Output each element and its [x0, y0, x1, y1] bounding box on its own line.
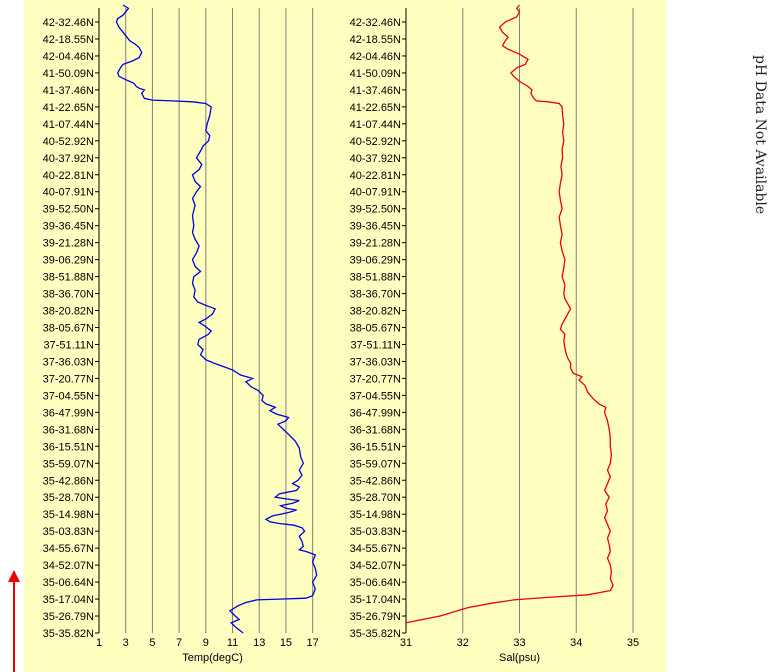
- temp-x-tick-label: 15: [280, 637, 292, 649]
- sal-x-tick-label: 31: [400, 637, 412, 649]
- temp-y-tick-label: 35-14.98N: [43, 509, 94, 521]
- sal-y-tick-label: 42-18.55N: [350, 34, 401, 46]
- temp-y-tick-label: 42-18.55N: [43, 34, 94, 46]
- temp-y-tick-label: 37-36.03N: [43, 356, 94, 368]
- temp-y-tick-label: 35-59.07N: [43, 458, 94, 470]
- temp-series-line: [115, 4, 318, 634]
- temp-y-tick-label: 41-37.46N: [43, 85, 94, 97]
- temp-y-tick-label: 35-35.82N: [43, 628, 94, 640]
- temp-y-tick-label: 39-36.45N: [43, 221, 94, 233]
- sal-y-tick-label: 35-14.98N: [350, 509, 401, 521]
- temp-x-tick-label: 5: [149, 637, 155, 649]
- temp-y-tick-label: 38-51.88N: [43, 272, 94, 284]
- sal-y-tick-label: 39-52.50N: [350, 204, 401, 216]
- temp-y-tick-label: 36-47.99N: [43, 407, 94, 419]
- sal-y-tick-label: 36-15.51N: [350, 441, 401, 453]
- up-arrow-icon: [8, 570, 20, 672]
- temp-y-tick-label: 36-15.51N: [43, 441, 94, 453]
- sal-y-tick-label: 37-51.11N: [350, 339, 401, 351]
- sal-y-tick-label: 42-04.46N: [350, 51, 401, 63]
- sal-x-axis-title: Sal(psu): [499, 652, 540, 664]
- temp-x-tick-label: 11: [227, 637, 238, 649]
- temp-y-tick-label: 40-07.91N: [43, 187, 94, 199]
- sal-y-tick-label: 34-52.07N: [350, 560, 401, 572]
- temp-y-tick-label: 35-28.70N: [43, 492, 94, 504]
- temp-y-tick-label: 42-32.46N: [43, 17, 94, 29]
- sal-y-tick-label: 35-28.70N: [350, 492, 401, 504]
- temp-x-tick-label: 7: [176, 637, 182, 649]
- temp-y-tick-label: 41-50.09N: [43, 68, 94, 80]
- temp-y-tick-label: 36-31.68N: [43, 424, 94, 436]
- sal-y-tick-label: 35-17.04N: [350, 594, 401, 606]
- temp-x-axis-title: Temp(degC): [182, 652, 243, 664]
- sal-y-tick-label: 40-37.92N: [350, 153, 401, 165]
- sal-y-tick-label: 41-22.65N: [350, 102, 401, 114]
- sal-y-tick-label: 38-36.70N: [350, 289, 401, 301]
- temp-y-tick-label: 34-55.67N: [43, 543, 94, 555]
- temp-y-tick-label: 37-20.77N: [43, 373, 94, 385]
- sal-x-tick-label: 35: [627, 637, 639, 649]
- temp-x-tick-label: 17: [307, 637, 319, 649]
- sal-y-tick-label: 35-03.83N: [350, 526, 401, 538]
- sal-y-tick-label: 37-04.55N: [350, 390, 401, 402]
- temp-x-tick-label: 13: [253, 637, 265, 649]
- temp-y-tick-label: 40-37.92N: [43, 153, 94, 165]
- sal-y-tick-label: 39-21.28N: [350, 238, 401, 250]
- sal-y-tick-label: 35-59.07N: [350, 458, 401, 470]
- sal-background: [331, 0, 666, 672]
- temp-y-tick-label: 35-42.86N: [43, 475, 94, 487]
- temp-x-tick-label: 3: [123, 637, 129, 649]
- temp-y-tick-label: 35-03.83N: [43, 526, 94, 538]
- temp-x-tick-label: 1: [96, 637, 102, 649]
- temp-y-tick-label: 41-07.44N: [43, 119, 94, 131]
- sal-y-tick-label: 40-07.91N: [350, 187, 401, 199]
- sal-y-tick-label: 35-06.64N: [350, 577, 401, 589]
- temperature-chart: 1 3 5 7 9 11 13 15 1742-32.46N42-18.55N42-04.46N…: [24, 0, 359, 672]
- temp-y-tick-label: 41-22.65N: [43, 102, 94, 114]
- sal-y-tick-label: 41-37.46N: [350, 85, 401, 97]
- sal-y-tick-label: 40-52.92N: [350, 136, 401, 148]
- sal-series-line: [405, 4, 614, 624]
- temp-y-tick-label: 38-20.82N: [43, 306, 94, 318]
- sal-y-tick-label: 38-05.67N: [350, 323, 401, 335]
- sal-y-tick-label: 35-26.79N: [350, 611, 401, 623]
- temp-y-tick-label: 38-36.70N: [43, 289, 94, 301]
- sal-y-tick-label: 41-07.44N: [350, 119, 401, 131]
- sal-y-tick-label: 37-36.03N: [350, 356, 401, 368]
- sal-x-tick-label: 33: [513, 637, 525, 649]
- temp-y-tick-label: 39-06.29N: [43, 255, 94, 267]
- sal-y-tick-label: 37-20.77N: [350, 373, 401, 385]
- sal-y-tick-label: 41-50.09N: [350, 68, 401, 80]
- sal-y-tick-label: 40-22.81N: [350, 170, 401, 182]
- sal-y-tick-label: 34-55.67N: [350, 543, 401, 555]
- temp-y-tick-label: 39-52.50N: [43, 204, 94, 216]
- temp-y-tick-label: 34-52.07N: [43, 560, 94, 572]
- sal-y-tick-label: 38-20.82N: [350, 306, 401, 318]
- temp-y-tick-label: 37-51.11N: [43, 339, 94, 351]
- sal-y-tick-label: 39-36.45N: [350, 221, 401, 233]
- sal-y-tick-label: 39-06.29N: [350, 255, 401, 267]
- sal-y-tick-label: 36-31.68N: [350, 424, 401, 436]
- temp-y-tick-label: 35-06.64N: [43, 577, 94, 589]
- ph-unavailable-note: pH Data Not Available: [752, 55, 768, 215]
- sal-x-tick-label: 32: [457, 637, 469, 649]
- temp-y-tick-label: 38-05.67N: [43, 323, 94, 335]
- temp-y-tick-label: 35-26.79N: [43, 611, 94, 623]
- temp-y-tick-label: 40-22.81N: [43, 170, 94, 182]
- sal-y-tick-label: 36-47.99N: [350, 407, 401, 419]
- sal-x-tick-label: 34: [570, 637, 582, 649]
- temp-y-tick-label: 40-52.92N: [43, 136, 94, 148]
- sal-y-tick-label: 42-32.46N: [350, 17, 401, 29]
- sal-y-tick-label: 35-42.86N: [350, 475, 401, 487]
- temp-y-tick-label: 35-17.04N: [43, 594, 94, 606]
- temp-y-tick-label: 37-04.55N: [43, 390, 94, 402]
- temp-y-tick-label: 39-21.28N: [43, 238, 94, 250]
- temp-background: [24, 0, 359, 672]
- temp-y-tick-label: 42-04.46N: [43, 51, 94, 63]
- sal-y-tick-label: 35-35.82N: [350, 628, 401, 640]
- salinity-chart: 31 32 33 34 35 42-32.46N 42-18.55N 42-04.46N 41-…: [331, 0, 666, 672]
- sal-y-tick-label: 38-51.88N: [350, 272, 401, 284]
- temp-x-tick-label: 9: [203, 637, 209, 649]
